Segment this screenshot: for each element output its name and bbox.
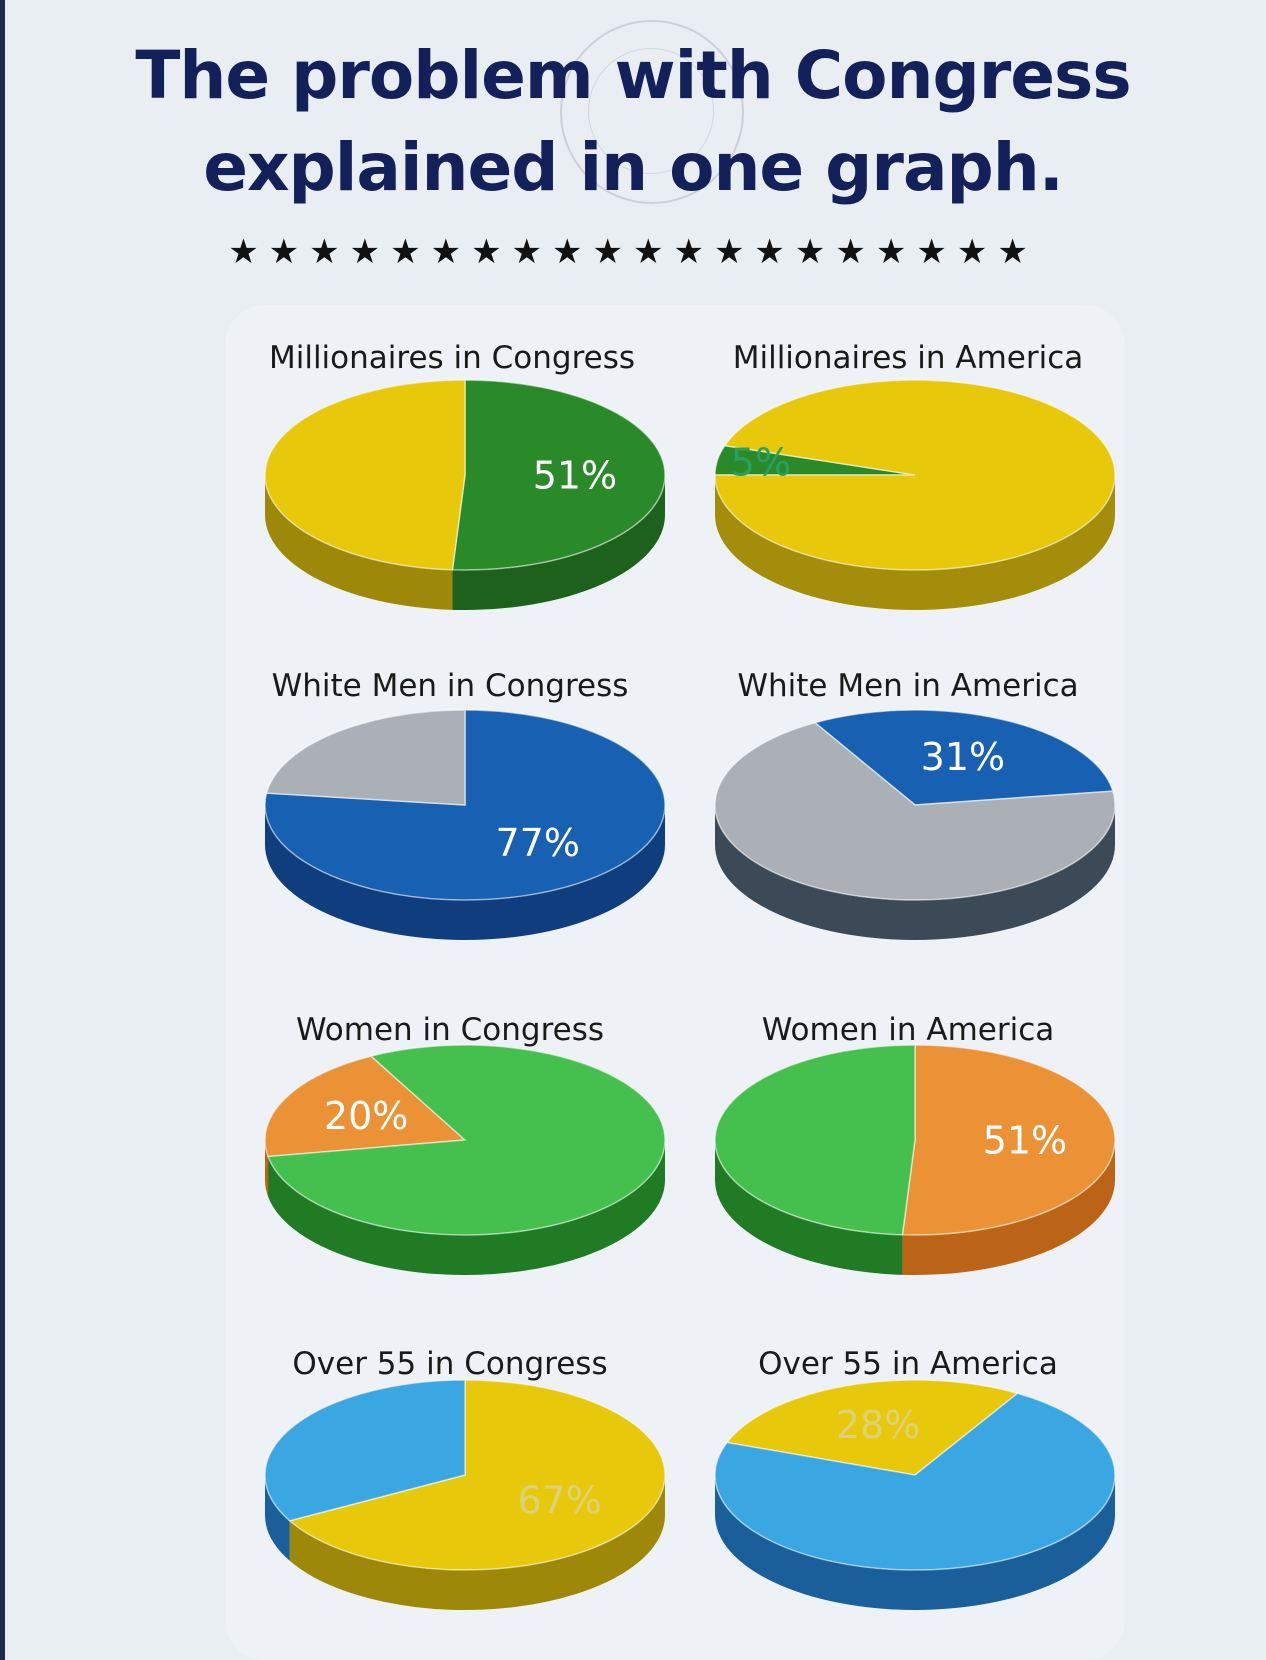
pie-slice-2-1 xyxy=(265,709,466,806)
pie-side-2-0 xyxy=(265,805,665,940)
pie-side-0-1 xyxy=(264,475,453,610)
pie-7: 28% xyxy=(714,1379,1116,1610)
pie-title-millionaires-congress: Millionaires in Congress xyxy=(268,340,636,376)
pie-4: 20% xyxy=(264,1044,666,1276)
watermark-seal-inner xyxy=(588,48,714,174)
pie-value-label-2: 77% xyxy=(496,821,580,865)
pie-value-label-5: 51% xyxy=(983,1119,1067,1163)
pie-1: 5% xyxy=(714,379,1116,610)
pie-side-0-0 xyxy=(452,475,665,611)
pie-slice-7-0 xyxy=(725,1379,1020,1476)
pie-slice-0-0 xyxy=(451,379,666,571)
pie-value-label-4: 20% xyxy=(324,1094,408,1138)
star-divider: ★★★★★★★★★★★★★★★★★★★★ xyxy=(228,232,1038,272)
pie-side-1-1 xyxy=(715,475,1115,610)
pie-title-over55-america: Over 55 in America xyxy=(758,1346,1058,1382)
pie-title-white-men-congress: White Men in Congress xyxy=(271,668,629,704)
pie-slice-4-0 xyxy=(264,1055,467,1158)
pie-2: 77% xyxy=(264,709,666,940)
pie-slice-5-0 xyxy=(901,1044,1116,1236)
pie-slice-5-1 xyxy=(714,1044,916,1236)
pie-side-7-1 xyxy=(715,1475,1115,1610)
pie-value-label-3: 31% xyxy=(921,735,1005,779)
watermark-seal xyxy=(560,20,744,204)
pie-0: 51% xyxy=(264,379,666,611)
pie-side-5-1 xyxy=(715,1140,903,1275)
pie-value-label-1: 5% xyxy=(731,440,791,484)
pie-title-women-america: Women in America xyxy=(761,1012,1055,1048)
pie-value-label-7: 28% xyxy=(836,1403,920,1447)
pie-side-4-1 xyxy=(268,1140,665,1276)
pie-slice-3-1 xyxy=(714,721,1116,901)
pie-side-5-0 xyxy=(902,1140,1115,1275)
pie-slice-3-0 xyxy=(813,709,1114,806)
pie-title-white-men-america: White Men in America xyxy=(737,668,1079,704)
pie-slice-6-0 xyxy=(288,1379,666,1571)
pie-slice-4-1 xyxy=(266,1044,666,1236)
title-line-1: The problem with Congress xyxy=(135,37,1131,114)
left-border-rule xyxy=(0,0,5,1660)
pie-side-6-0 xyxy=(289,1475,665,1610)
pie-value-label-6: 67% xyxy=(517,1479,601,1523)
pie-title-over55-congress: Over 55 in Congress xyxy=(292,1346,608,1382)
pie-slice-0-1 xyxy=(264,379,466,571)
pie-6: 67% xyxy=(264,1379,666,1610)
title-line-2: explained in one graph. xyxy=(203,129,1064,206)
pie-slice-1-1 xyxy=(714,379,1116,571)
pie-side-6-1 xyxy=(265,1475,290,1561)
pie-side-4-0 xyxy=(265,1140,269,1197)
pie-title-women-congress: Women in Congress xyxy=(295,1012,605,1048)
pie-value-label-0: 51% xyxy=(533,454,617,498)
pie-3: 31% xyxy=(714,709,1116,940)
pie-slice-6-1 xyxy=(264,1379,466,1522)
pie-side-3-1 xyxy=(715,805,1115,940)
pie-5: 51% xyxy=(714,1044,1116,1275)
page-title: The problem with Congress explained in o… xyxy=(0,30,1266,214)
pie-slice-7-1 xyxy=(714,1392,1116,1571)
pie-title-millionaires-america: Millionaires in America xyxy=(732,340,1084,376)
